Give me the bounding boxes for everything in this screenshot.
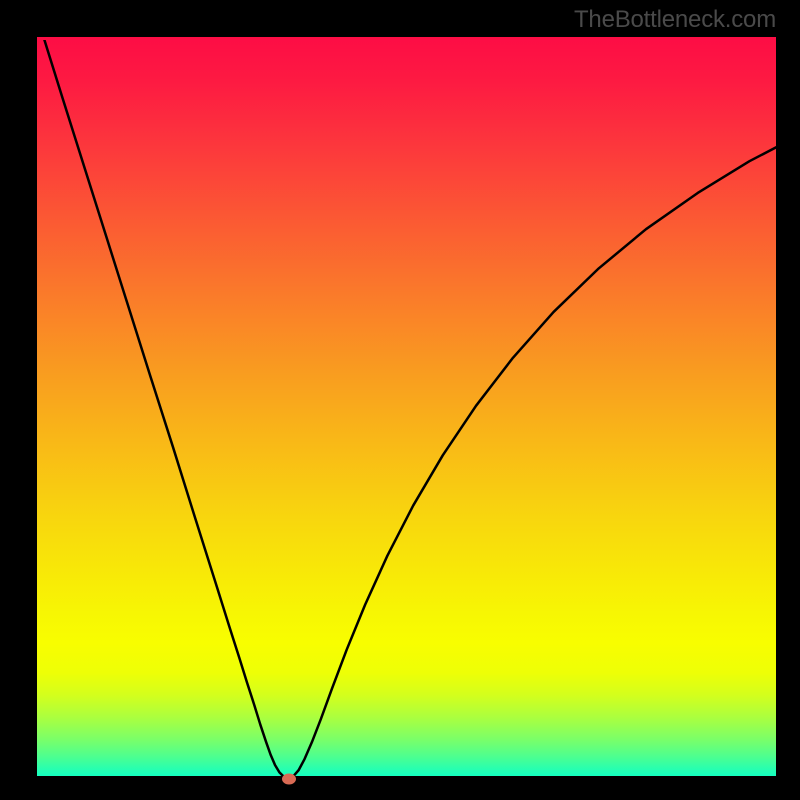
optimum-marker	[282, 774, 296, 785]
curve-path	[44, 40, 779, 778]
bottleneck-curve	[40, 40, 779, 779]
watermark-text: TheBottleneck.com	[574, 6, 776, 34]
plot-area	[34, 34, 779, 779]
